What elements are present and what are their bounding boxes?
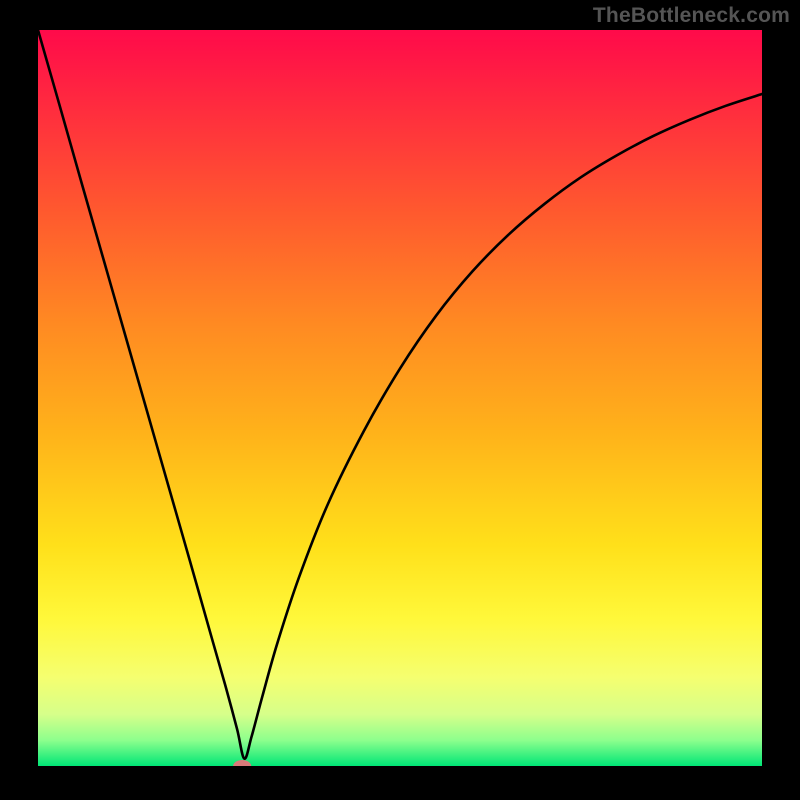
plot-background [38,30,762,766]
bottleneck-plot [38,30,762,766]
chart-root: TheBottleneck.com [0,0,800,800]
watermark-text: TheBottleneck.com [593,4,790,28]
